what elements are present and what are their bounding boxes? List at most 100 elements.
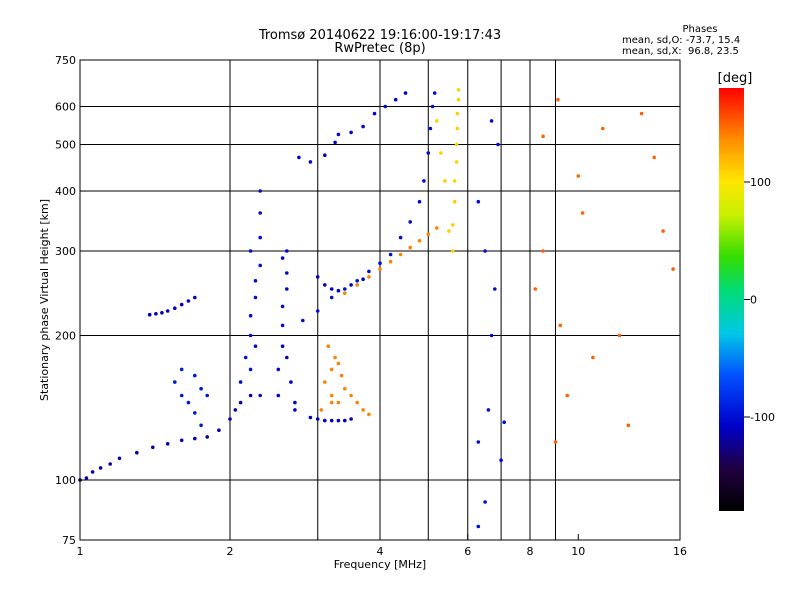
data-point xyxy=(489,333,494,338)
data-point xyxy=(329,287,334,291)
data-point xyxy=(147,312,152,317)
data-point xyxy=(193,373,197,378)
data-point xyxy=(455,126,460,131)
data-point xyxy=(253,279,258,283)
data-point xyxy=(308,415,313,420)
data-point xyxy=(378,267,382,271)
data-point xyxy=(253,295,258,300)
data-point xyxy=(541,249,545,253)
data-point xyxy=(452,179,457,183)
data-point xyxy=(329,400,334,405)
data-point xyxy=(483,249,487,253)
data-point xyxy=(179,367,184,372)
y-tick-label: 400 xyxy=(55,185,76,198)
data-point xyxy=(329,295,334,300)
data-point xyxy=(276,393,281,398)
colorbar-tick-label: 100 xyxy=(750,176,771,189)
data-point xyxy=(84,476,89,480)
data-point xyxy=(454,160,459,164)
data-point xyxy=(205,393,209,398)
data-point xyxy=(258,189,263,193)
data-point xyxy=(339,373,344,378)
chart-title: Tromsø 20140622 19:16:00-19:17:43 xyxy=(258,28,502,43)
data-point xyxy=(367,412,371,417)
data-point xyxy=(98,466,103,470)
data-point xyxy=(333,140,337,145)
data-point xyxy=(248,313,253,318)
data-point xyxy=(258,235,263,240)
y-tick-label: 600 xyxy=(55,101,76,114)
data-point xyxy=(343,418,347,423)
data-point xyxy=(408,245,413,250)
x-tick-label: 10 xyxy=(571,545,585,558)
data-point xyxy=(199,423,203,428)
data-point xyxy=(276,367,281,372)
data-point xyxy=(186,400,191,405)
data-point xyxy=(248,393,253,398)
data-point xyxy=(315,417,320,421)
data-point xyxy=(388,252,393,257)
data-point xyxy=(361,277,365,282)
data-point xyxy=(293,408,297,412)
data-point xyxy=(193,411,197,415)
data-point xyxy=(456,88,461,92)
data-point xyxy=(336,418,341,423)
data-point xyxy=(443,179,447,183)
data-point xyxy=(565,393,569,398)
chart-subtitle: RwPretec (8p) xyxy=(334,41,426,56)
data-point xyxy=(556,97,560,102)
data-point xyxy=(135,450,139,455)
data-point xyxy=(601,126,605,131)
data-point xyxy=(179,438,184,443)
y-axis-label: Stationary phase Virtual Height [km] xyxy=(38,199,51,401)
data-point xyxy=(151,445,155,450)
data-point xyxy=(617,333,622,338)
x-tick-label: 1 xyxy=(77,545,84,558)
x-tick-label: 2 xyxy=(227,545,234,558)
data-point xyxy=(301,318,305,323)
data-point xyxy=(228,417,232,421)
data-point xyxy=(238,400,243,405)
data-point xyxy=(253,344,258,349)
colorbar-tick-label: -100 xyxy=(750,411,775,424)
data-point xyxy=(336,361,341,366)
data-point xyxy=(452,199,457,204)
colorbar-ticks: 100 0 -100 xyxy=(744,176,775,424)
data-point xyxy=(343,287,347,291)
data-point xyxy=(408,220,413,224)
data-point xyxy=(361,408,365,412)
data-point xyxy=(173,306,177,311)
data-point xyxy=(451,223,455,227)
data-point xyxy=(238,380,243,384)
data-point xyxy=(258,393,263,398)
data-point xyxy=(626,423,631,428)
x-axis-label: Frequency [MHz] xyxy=(334,558,426,571)
phase-stats-o: mean, sd,O: -73.7, 15.4 xyxy=(622,35,741,46)
y-tick-label: 300 xyxy=(55,245,76,258)
y-tick-label: 500 xyxy=(55,139,76,152)
grid-lines xyxy=(80,60,680,540)
data-point xyxy=(165,309,170,313)
data-point xyxy=(217,428,221,433)
data-point xyxy=(308,160,313,164)
data-point xyxy=(661,229,665,233)
data-point xyxy=(454,142,459,147)
data-point xyxy=(336,288,341,293)
data-point xyxy=(541,134,545,139)
data-point xyxy=(329,393,334,398)
data-point xyxy=(553,440,558,444)
data-point xyxy=(243,355,248,360)
data-point xyxy=(383,104,388,109)
data-point xyxy=(451,249,455,253)
data-point xyxy=(343,291,347,296)
data-point xyxy=(349,283,353,287)
data-point xyxy=(502,420,507,425)
data-point xyxy=(186,299,191,303)
data-point xyxy=(258,263,263,268)
data-point xyxy=(280,344,285,349)
data-point xyxy=(323,283,327,287)
data-point xyxy=(355,283,360,287)
data-point xyxy=(417,199,422,204)
data-point xyxy=(315,275,320,279)
data-point xyxy=(558,323,562,328)
